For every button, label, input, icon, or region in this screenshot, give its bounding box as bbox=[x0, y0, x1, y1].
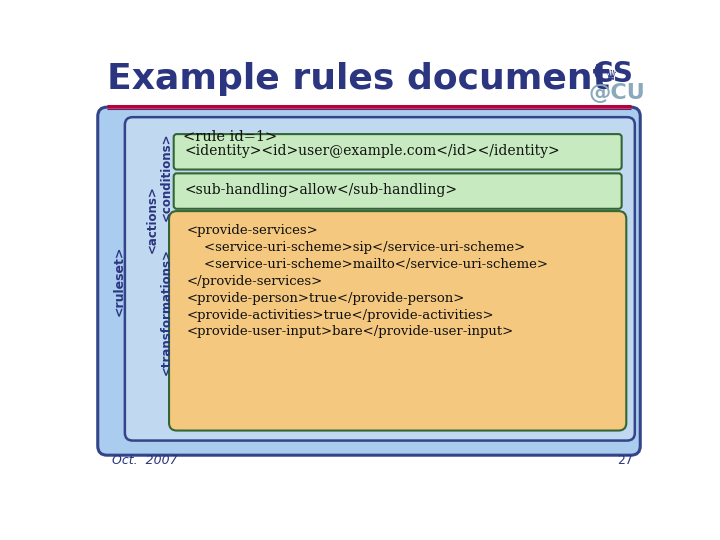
Text: <service-uri-scheme>mailto</service-uri-scheme>: <service-uri-scheme>mailto</service-uri-… bbox=[187, 258, 548, 271]
Text: </provide-services>: </provide-services> bbox=[187, 275, 323, 288]
FancyBboxPatch shape bbox=[174, 173, 621, 209]
Text: <rule id=1>: <rule id=1> bbox=[183, 130, 277, 144]
Text: <identity><id>user@example.com</id></identity>: <identity><id>user@example.com</id></ide… bbox=[184, 144, 560, 158]
Text: CS: CS bbox=[593, 60, 633, 88]
Text: 27: 27 bbox=[616, 454, 632, 467]
Text: <provide-person>true</provide-person>: <provide-person>true</provide-person> bbox=[187, 292, 465, 305]
Text: ♛: ♛ bbox=[605, 69, 617, 83]
Text: <conditions>: <conditions> bbox=[159, 132, 173, 221]
FancyBboxPatch shape bbox=[125, 117, 635, 441]
Text: <sub-handling>allow</sub-handling>: <sub-handling>allow</sub-handling> bbox=[184, 183, 457, 197]
Text: <provide-activities>true</provide-activities>: <provide-activities>true</provide-activi… bbox=[187, 308, 495, 321]
Text: <provide-user-input>bare</provide-user-input>: <provide-user-input>bare</provide-user-i… bbox=[187, 326, 514, 339]
FancyBboxPatch shape bbox=[98, 107, 640, 455]
Text: <actions>: <actions> bbox=[145, 185, 158, 253]
FancyBboxPatch shape bbox=[174, 134, 621, 170]
Text: <transformations>: <transformations> bbox=[159, 248, 173, 375]
Text: <ruleset>: <ruleset> bbox=[113, 246, 126, 316]
Text: @CU: @CU bbox=[588, 83, 645, 103]
Text: Example rules document: Example rules document bbox=[107, 62, 610, 96]
Text: Oct.  2007: Oct. 2007 bbox=[112, 454, 177, 467]
Text: <service-uri-scheme>sip</service-uri-scheme>: <service-uri-scheme>sip</service-uri-sch… bbox=[187, 241, 525, 254]
Text: <provide-services>: <provide-services> bbox=[187, 224, 319, 237]
FancyBboxPatch shape bbox=[169, 211, 626, 430]
